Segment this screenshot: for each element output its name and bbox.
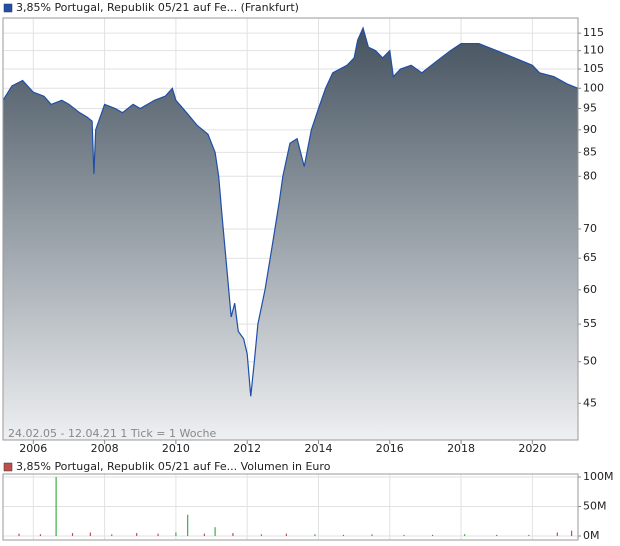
volume-bar (203, 533, 206, 536)
x-tick-label: 2010 (162, 442, 190, 455)
y-tick-label: 100M (583, 470, 614, 483)
y-tick-label: 100 (583, 81, 604, 94)
legend-label: 3,85% Portugal, Republik 05/21 auf Fe...… (16, 460, 331, 473)
volume-bar (187, 514, 189, 536)
volume-bar (528, 534, 530, 536)
volume-bar (431, 534, 434, 536)
x-tick-label: 2012 (233, 442, 261, 455)
volume-bar (464, 534, 466, 536)
volume-bar (314, 534, 316, 536)
volume-bar (89, 532, 91, 536)
x-tick-label: 2020 (518, 442, 546, 455)
y-tick-label: 110 (583, 44, 604, 57)
y-tick-label: 115 (583, 26, 604, 39)
legend-swatch (3, 462, 13, 472)
y-tick-label: 90 (583, 123, 597, 136)
volume-bar (556, 532, 558, 536)
x-tick-label: 2014 (304, 442, 332, 455)
volume-bar (18, 533, 20, 536)
y-tick-label: 50M (583, 500, 607, 513)
volume-bar (55, 477, 57, 536)
legend-label: 3,85% Portugal, Republik 05/21 auf Fe...… (16, 1, 299, 14)
plot-frame (2, 473, 579, 541)
volume-bar (136, 533, 138, 536)
y-tick-label: 55 (583, 317, 597, 330)
volume-bar (285, 533, 288, 536)
x-tick-label: 2006 (19, 442, 47, 455)
y-tick-label: 65 (583, 251, 597, 264)
volume-bar (71, 533, 74, 536)
y-tick-label: 0M (583, 529, 600, 542)
volume-bar (496, 534, 498, 536)
volume-bar (157, 533, 159, 536)
y-tick-label: 60 (583, 283, 597, 296)
volume-bar (260, 534, 263, 536)
plot-frame (2, 17, 579, 441)
volume-bar (111, 534, 113, 536)
y-tick-label: 45 (583, 396, 597, 409)
y-tick-label: 105 (583, 62, 604, 75)
x-tick-label: 2016 (376, 442, 404, 455)
volume-bar (371, 534, 373, 536)
volume-bar (39, 534, 42, 536)
y-tick-label: 70 (583, 222, 597, 235)
volume-bar (342, 534, 345, 536)
footnote: 24.02.05 - 12.04.21 1 Tick = 1 Woche (8, 427, 216, 440)
volume-bar (214, 527, 216, 536)
volume-bar (175, 532, 177, 536)
volume-bar (570, 530, 573, 536)
y-tick-label: 80 (583, 169, 597, 182)
y-tick-label: 95 (583, 102, 597, 115)
y-tick-label: 50 (583, 355, 597, 368)
volume-bar (232, 533, 234, 536)
y-tick-label: 85 (583, 145, 597, 158)
legend-swatch (3, 3, 13, 13)
price-line (2, 26, 579, 397)
volume-bar (403, 534, 405, 536)
area-fill (3, 28, 578, 440)
x-tick-label: 2018 (447, 442, 475, 455)
x-tick-label: 2008 (91, 442, 119, 455)
